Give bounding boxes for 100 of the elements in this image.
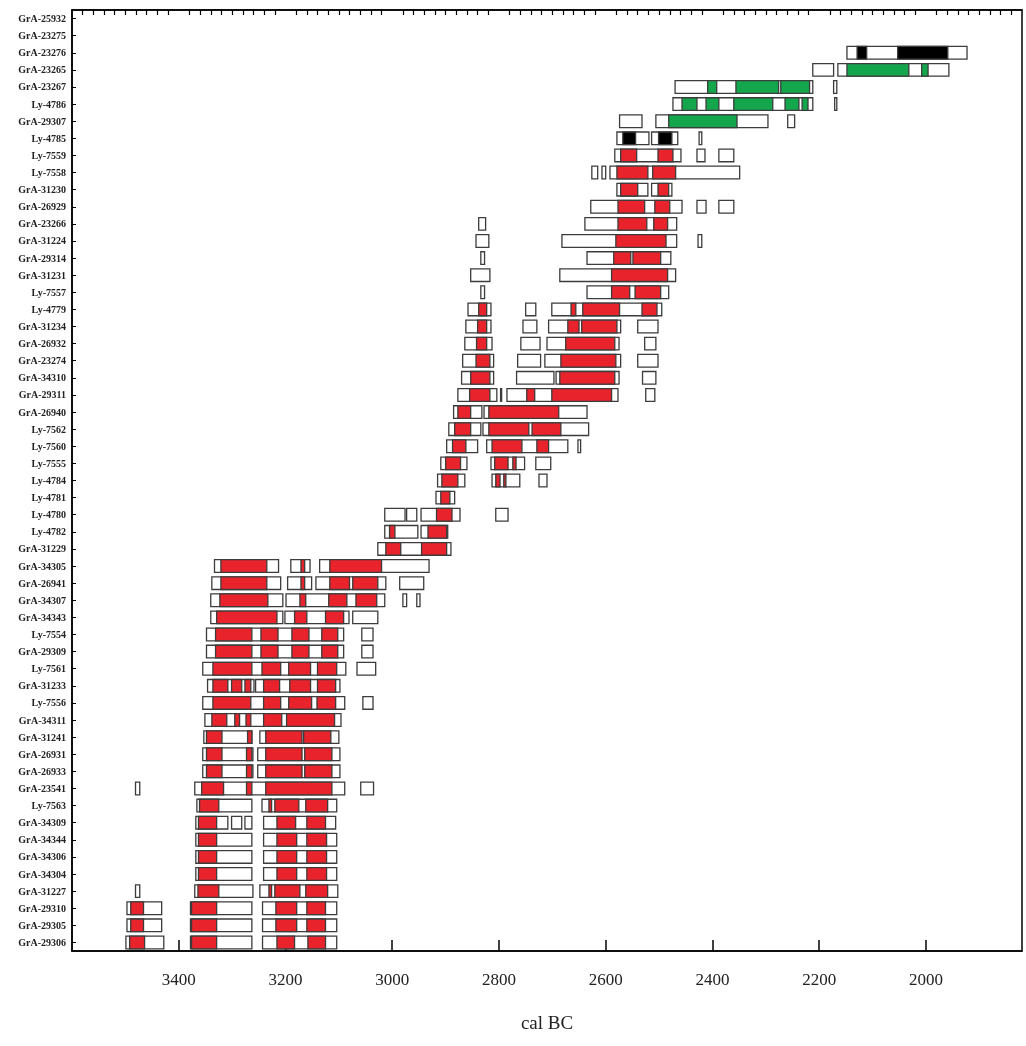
y-tick-label: Ly-4785 [31, 132, 66, 144]
bar [812, 62, 835, 77]
bar [601, 165, 607, 180]
bar [134, 781, 141, 796]
bar [637, 319, 659, 334]
y-tick-label: GrA-23267 [18, 81, 66, 93]
bar [718, 199, 735, 214]
y-tick-label: Ly-7563 [31, 800, 66, 812]
bar [718, 148, 735, 163]
bar [356, 661, 377, 676]
y-tick-label: GrA-26933 [18, 765, 66, 777]
y-tick-label: Ly-7554 [31, 628, 66, 640]
bar [637, 353, 659, 368]
y-tick-label: GrA-34306 [18, 851, 66, 863]
y-tick-label: GrA-23266 [18, 218, 66, 230]
bar [244, 815, 253, 830]
y-tick-label: GrA-31229 [18, 543, 66, 555]
y-tick-label: GrA-29314 [18, 252, 66, 264]
y-tick-label: Ly-4781 [31, 492, 66, 504]
y-tick-label: GrA-29310 [18, 902, 66, 914]
bar [352, 610, 379, 625]
bar [478, 216, 487, 231]
y-tick-label: GrA-31227 [18, 885, 66, 897]
y-tick-label: GrA-29306 [18, 936, 66, 948]
y-tick-label: GrA-34343 [18, 611, 66, 623]
y-tick-label: Ly-4786 [31, 98, 66, 110]
y-tick-label: GrA-34344 [18, 834, 66, 846]
y-tick-label: Ly-4782 [31, 526, 66, 538]
y-tick-label: Ly-7555 [31, 457, 66, 469]
bar [522, 319, 538, 334]
x-tick-label: 2400 [695, 970, 730, 989]
y-tick-label: GrA-29305 [18, 919, 66, 931]
bar [525, 302, 537, 317]
bar [416, 593, 421, 608]
bar [696, 148, 706, 163]
y-tick-label: Ly-7557 [31, 286, 66, 298]
y-tick-label: GrA-26931 [18, 748, 66, 760]
y-tick-label: GrA-34310 [18, 372, 66, 384]
bar [360, 781, 375, 796]
y-tick-label: GrA-23274 [18, 355, 66, 367]
bar [495, 507, 509, 522]
bar [538, 473, 548, 488]
y-tick-label: Ly-4784 [31, 475, 66, 486]
bar [399, 576, 425, 591]
bar [577, 439, 582, 454]
x-tick-label: 2600 [588, 970, 623, 989]
bar [698, 131, 703, 146]
x-tick-label: 2000 [908, 970, 943, 989]
y-tick-label: Ly-7556 [31, 697, 66, 709]
y-tick-label: GrA-25932 [18, 13, 66, 25]
y-tick-label: GrA-34311 [18, 714, 66, 726]
y-tick-label: GrA-31241 [18, 731, 66, 743]
bar [641, 370, 657, 385]
bar [520, 336, 541, 351]
y-tick-label: Ly-7561 [31, 663, 66, 675]
bar [591, 165, 599, 180]
y-tick-label: GrA-31234 [18, 321, 66, 333]
bar [696, 199, 707, 214]
bar [362, 695, 374, 710]
y-tick-label: GrA-23275 [18, 30, 66, 42]
bar [644, 336, 657, 351]
bar [645, 387, 656, 402]
bar [470, 268, 491, 283]
y-tick-label: GrA-29309 [18, 646, 66, 658]
y-tick-label: GrA-34307 [18, 594, 66, 606]
y-tick-label: GrA-31233 [18, 680, 66, 692]
y-tick-label: GrA-26940 [18, 406, 66, 418]
y-tick-label: Ly-4780 [31, 509, 66, 521]
bar [230, 815, 243, 830]
bar [361, 627, 374, 642]
y-tick-label: Ly-7560 [31, 440, 66, 452]
x-tick-label: 2800 [481, 970, 516, 989]
x-tick-label: 2200 [802, 970, 837, 989]
y-tick-label: GrA-26941 [18, 577, 66, 589]
y-tick-label: GrA-26932 [18, 338, 66, 350]
bar [361, 644, 374, 659]
y-tick-label: GrA-26929 [18, 201, 66, 213]
y-tick-label: GrA-34309 [18, 817, 66, 829]
y-tick-label: GrA-34304 [18, 868, 66, 880]
y-tick-label: GrA-31230 [18, 184, 66, 196]
x-axis-title: cal BC [520, 1012, 574, 1033]
y-tick-label: Ly-7559 [31, 149, 66, 161]
bar [480, 285, 486, 300]
bar [480, 251, 486, 266]
y-tick-label: GrA-34305 [18, 560, 66, 572]
y-tick-label: GrA-31224 [18, 235, 66, 247]
y-tick-label: Ly-7562 [31, 423, 66, 435]
y-tick-label: GrA-29307 [18, 115, 66, 127]
bar [787, 114, 796, 129]
y-tick-label: Ly-7558 [31, 167, 66, 179]
bar [517, 353, 542, 368]
x-tick-label: 3400 [161, 970, 196, 989]
bar [535, 456, 552, 471]
y-tick-label: Ly-4779 [31, 303, 66, 315]
y-tick-label: GrA-23265 [18, 64, 66, 76]
bar [832, 80, 838, 94]
bar [475, 233, 490, 248]
bar [134, 884, 141, 899]
x-tick-label: 3200 [268, 970, 303, 989]
y-tick-label: GrA-23541 [18, 782, 66, 794]
